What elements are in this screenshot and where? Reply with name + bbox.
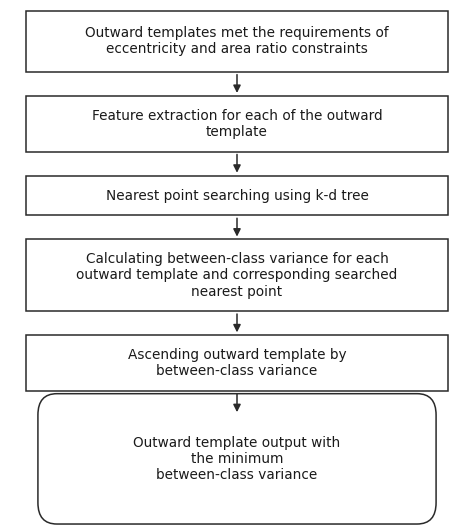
FancyBboxPatch shape [26,96,448,152]
Text: Outward templates met the requirements of
eccentricity and area ratio constraint: Outward templates met the requirements o… [85,26,389,56]
Text: Calculating between-class variance for each
outward template and corresponding s: Calculating between-class variance for e… [76,252,398,298]
FancyBboxPatch shape [26,239,448,311]
FancyBboxPatch shape [38,394,436,524]
FancyBboxPatch shape [26,335,448,391]
Text: Ascending outward template by
between-class variance: Ascending outward template by between-cl… [128,348,346,378]
FancyBboxPatch shape [26,11,448,72]
Text: Outward template output with
the minimum
between-class variance: Outward template output with the minimum… [133,436,341,482]
Text: Feature extraction for each of the outward
template: Feature extraction for each of the outwa… [91,109,383,139]
Text: Nearest point searching using k-d tree: Nearest point searching using k-d tree [106,188,368,203]
FancyBboxPatch shape [26,176,448,215]
